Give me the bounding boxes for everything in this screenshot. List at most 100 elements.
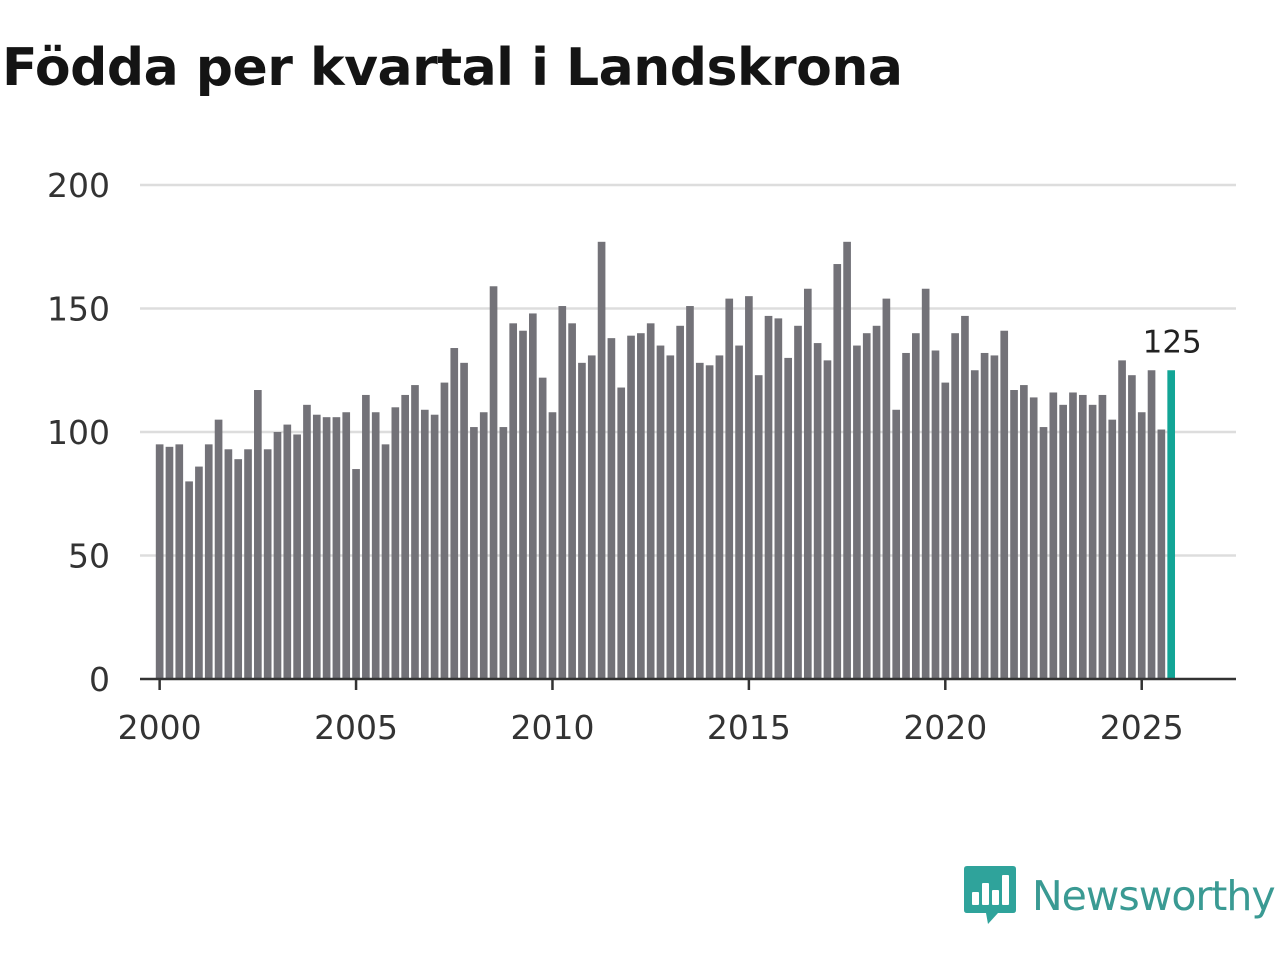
bar [862,333,871,679]
bar [833,264,842,679]
bar [853,345,861,679]
bar [254,390,262,679]
logo-bar-3 [992,890,999,905]
bar [244,449,252,679]
bar [666,355,675,679]
bar [411,385,419,679]
bar [450,348,459,679]
x-tick-label-2015: 2015 [707,708,791,747]
bar [764,315,773,679]
bar [794,325,802,679]
bar [774,318,783,679]
logo-bar-2 [982,883,989,905]
bar [381,444,390,679]
bar [362,394,370,679]
bar [175,444,184,679]
latest-value-label: 125 [1143,324,1202,360]
bar [401,394,409,679]
bar [529,313,537,679]
bar [224,449,233,679]
bar [371,412,380,679]
bar [519,330,527,679]
bar [705,365,714,679]
y-tick-label-0: 0 [89,660,110,699]
bar [391,407,400,679]
bar [214,419,223,679]
bar [312,414,321,679]
bar [882,298,891,679]
bar [1069,392,1077,679]
bar [676,325,684,679]
bar [1059,404,1067,679]
bar [1157,429,1166,679]
bar [587,355,596,679]
bar [1118,360,1126,679]
bar [273,432,282,679]
y-tick-label-200: 200 [47,166,110,205]
bar [695,362,704,679]
bar [1078,394,1087,679]
bar [234,459,243,679]
bar [931,350,940,679]
newsworthy-logo-icon [964,866,1016,924]
brand-logo[interactable]: Newsworthy [964,866,1276,926]
bar [430,414,439,679]
bar [204,444,213,679]
x-tick-label-2025: 2025 [1100,708,1184,747]
bar [784,357,793,679]
brand-name: Newsworthy [1032,872,1276,920]
bar [155,444,164,679]
bar [322,417,331,679]
bar [1029,397,1038,679]
bar [1128,375,1136,679]
bar [1020,385,1028,679]
bar [597,241,606,679]
bar [961,315,969,679]
bar [725,298,734,679]
page-title: Födda per kvartal i Landskrona [2,38,903,98]
bar [1147,370,1156,679]
logo-bar-4 [1002,875,1009,905]
bar [470,427,478,679]
bar [420,409,429,679]
bar [568,323,576,679]
bar [813,343,822,679]
y-tick-label-100: 100 [47,413,110,452]
bar [1108,419,1117,679]
bar [637,333,645,679]
bar [558,306,567,679]
bar [646,323,655,679]
bar [902,352,910,679]
bar [332,417,341,679]
bar-latest [1167,370,1176,679]
bar [980,352,989,679]
logo-bar-1 [972,892,979,905]
bar [627,335,635,679]
bar [941,382,950,679]
bar [263,449,272,679]
bar [538,377,547,679]
x-tick-label-2020: 2020 [903,708,987,747]
x-axis-ticks: 2000 2005 2010 2015 2020 2025 [118,679,1184,747]
bar [951,333,959,679]
y-tick-label-50: 50 [68,537,110,576]
bar [440,382,449,679]
bar [745,296,753,679]
bar [352,469,360,679]
bar [803,288,812,679]
bar [185,481,193,679]
bar [1098,394,1107,679]
bar [921,288,930,679]
bar [303,404,311,679]
bar [686,306,694,679]
x-tick-label-2000: 2000 [118,708,202,747]
bar [195,466,203,679]
bar [656,345,665,679]
bar [509,323,518,679]
bar [823,360,832,679]
bar [754,375,763,679]
bar [617,387,626,679]
bar [892,409,901,679]
bar [489,286,498,679]
